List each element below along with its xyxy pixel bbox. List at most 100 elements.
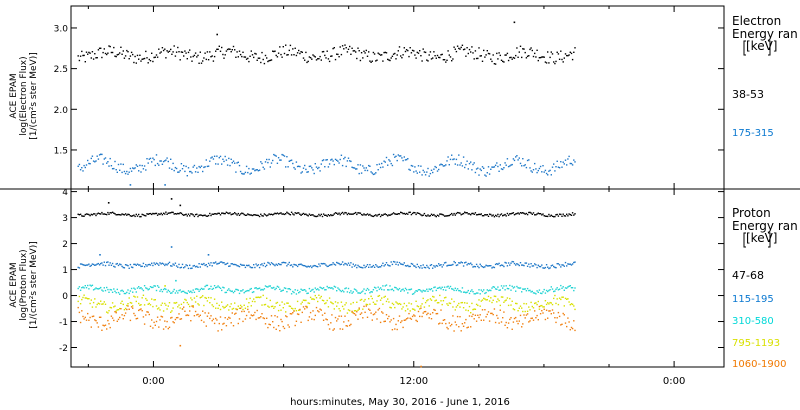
data-point [88,162,90,165]
data-point [307,60,309,63]
data-point [213,155,216,157]
data-point [276,56,279,58]
data-point [390,213,392,216]
data-point [273,153,275,156]
data-point [243,264,245,266]
data-point [185,165,187,168]
data-point [261,263,263,265]
data-point [200,287,203,290]
data-point [512,56,515,59]
data-point [285,315,287,317]
data-point [454,262,456,264]
data-point [209,160,211,162]
data-point [566,54,568,57]
data-point [320,163,322,165]
data-point [263,317,266,320]
data-point [198,165,200,168]
data-point [309,311,312,314]
data-point [217,163,219,165]
data-point [229,164,231,167]
data-point [307,302,309,304]
data-point [287,263,289,265]
data-point [315,288,318,291]
data-point [256,214,258,216]
data-point [428,175,430,177]
data-point [373,53,376,55]
data-point [350,53,352,55]
data-point [304,164,306,167]
data-point [538,305,541,308]
data-point [327,214,330,216]
data-point [198,315,200,318]
data-point [247,264,249,267]
data-point [549,301,551,304]
data-point [98,264,101,266]
data-point [84,285,86,287]
data-point [254,300,256,303]
data-point [568,285,570,287]
data-point [192,306,194,308]
data-point [389,59,391,62]
data-point [103,213,105,215]
data-point [371,266,373,268]
data-point [239,307,242,309]
data-point [148,302,150,305]
data-point [478,299,480,301]
data-point [289,214,292,216]
data-point [347,48,350,50]
data-point [504,261,506,264]
data-point [543,288,545,291]
data-point [400,263,402,265]
data-point [88,288,90,290]
data-point [136,165,139,167]
data-point [111,262,114,265]
data-point [92,315,95,317]
data-point [272,50,274,52]
data-point [428,305,430,307]
data-point [381,288,383,291]
data-point [455,306,458,308]
data-point [230,290,232,293]
data-point [466,327,468,329]
data-point [309,214,312,216]
data-point [189,215,191,217]
data-point [266,264,268,266]
data-point [95,214,97,217]
data-point [510,164,512,166]
data-point [313,172,315,175]
data-point [146,299,148,301]
data-point [171,310,173,312]
data-point [345,263,347,265]
data-point [382,285,384,287]
data-point [317,215,319,217]
data-point [77,287,79,290]
data-point [181,263,184,266]
data-point [295,293,298,295]
data-point [515,213,517,215]
data-point [207,296,210,299]
data-point [521,326,523,328]
data-point [474,171,477,174]
data-point [275,328,277,330]
data-point [133,295,135,297]
data-point [187,51,190,54]
data-point [183,214,185,216]
data-point [394,156,396,158]
data-point [253,264,255,266]
data-point [490,312,492,315]
data-point [308,56,311,58]
data-point [484,174,486,176]
data-point [456,45,459,47]
data-point [416,51,418,54]
data-point [258,266,261,269]
data-point [325,57,327,59]
data-point [115,214,117,216]
data-point [438,302,440,304]
data-point [243,213,245,216]
data-point [292,213,294,215]
data-point [116,214,118,216]
data-point [317,300,319,303]
data-point [512,261,515,263]
data-point [305,51,307,54]
data-point [98,316,101,318]
